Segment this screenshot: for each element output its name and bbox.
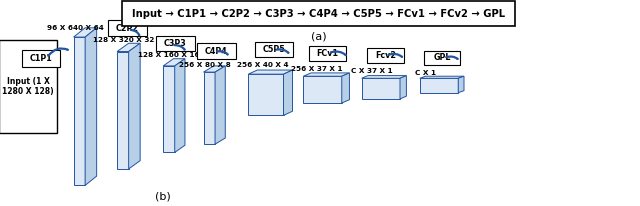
- Polygon shape: [129, 43, 140, 169]
- Text: 128 X 160 X 16: 128 X 160 X 16: [138, 52, 200, 58]
- FancyArrowPatch shape: [131, 30, 140, 35]
- Polygon shape: [303, 76, 342, 103]
- FancyBboxPatch shape: [122, 1, 515, 26]
- Text: C1P1: C1P1: [29, 54, 52, 63]
- Polygon shape: [117, 43, 140, 52]
- Text: 256 X 40 X 4: 256 X 40 X 4: [237, 62, 288, 68]
- Polygon shape: [362, 76, 406, 78]
- FancyArrowPatch shape: [49, 48, 68, 56]
- Polygon shape: [342, 73, 349, 103]
- Polygon shape: [420, 76, 464, 78]
- Polygon shape: [215, 66, 225, 144]
- Polygon shape: [85, 28, 97, 185]
- Polygon shape: [458, 76, 464, 93]
- FancyBboxPatch shape: [108, 20, 147, 36]
- Polygon shape: [204, 72, 215, 144]
- FancyBboxPatch shape: [156, 36, 195, 51]
- Text: C2P2: C2P2: [116, 23, 139, 33]
- FancyArrowPatch shape: [388, 54, 402, 57]
- Polygon shape: [74, 28, 97, 37]
- Text: C5P5: C5P5: [262, 45, 285, 54]
- Text: C X 1: C X 1: [415, 70, 436, 76]
- Text: FCv1: FCv1: [317, 49, 339, 58]
- Text: 128 X 320 X 32: 128 X 320 X 32: [93, 37, 154, 43]
- Polygon shape: [284, 70, 292, 115]
- Text: (b): (b): [156, 192, 171, 202]
- Polygon shape: [303, 73, 349, 76]
- FancyArrowPatch shape: [276, 49, 288, 53]
- Polygon shape: [362, 78, 400, 99]
- Polygon shape: [248, 70, 292, 74]
- Text: 256 X 80 X 8: 256 X 80 X 8: [179, 62, 231, 68]
- FancyBboxPatch shape: [424, 51, 460, 65]
- FancyArrowPatch shape: [217, 51, 228, 54]
- Polygon shape: [175, 59, 185, 152]
- FancyBboxPatch shape: [0, 40, 57, 133]
- Text: Input → C1P1 → C2P2 → C3P3 → C4P4 → C5P5 → FCv1 → FCv2 → GPL: Input → C1P1 → C2P2 → C3P3 → C4P4 → C5P5…: [132, 9, 505, 19]
- Text: GPL: GPL: [433, 54, 451, 62]
- Polygon shape: [420, 78, 458, 93]
- FancyArrowPatch shape: [174, 45, 184, 49]
- Polygon shape: [400, 76, 406, 99]
- Text: C X 37 X 1: C X 37 X 1: [351, 68, 392, 74]
- Polygon shape: [248, 74, 284, 115]
- FancyBboxPatch shape: [255, 42, 293, 57]
- Polygon shape: [163, 66, 175, 152]
- Polygon shape: [74, 37, 85, 185]
- Text: 256 X 37 X 1: 256 X 37 X 1: [291, 66, 342, 72]
- Text: C3P3: C3P3: [164, 39, 187, 48]
- Text: Fcv2: Fcv2: [376, 51, 396, 60]
- Text: Input (1 X
1280 X 128): Input (1 X 1280 X 128): [3, 77, 54, 96]
- Polygon shape: [163, 59, 185, 66]
- Text: 96 X 640 X 64: 96 X 640 X 64: [47, 25, 104, 31]
- FancyArrowPatch shape: [331, 52, 346, 55]
- FancyBboxPatch shape: [197, 43, 236, 59]
- Polygon shape: [117, 52, 129, 169]
- FancyBboxPatch shape: [309, 46, 346, 61]
- Text: C4P4: C4P4: [205, 47, 228, 56]
- FancyBboxPatch shape: [22, 50, 60, 67]
- FancyArrowPatch shape: [446, 56, 458, 59]
- Polygon shape: [204, 66, 225, 72]
- FancyBboxPatch shape: [367, 48, 404, 63]
- Text: (a): (a): [310, 31, 326, 41]
